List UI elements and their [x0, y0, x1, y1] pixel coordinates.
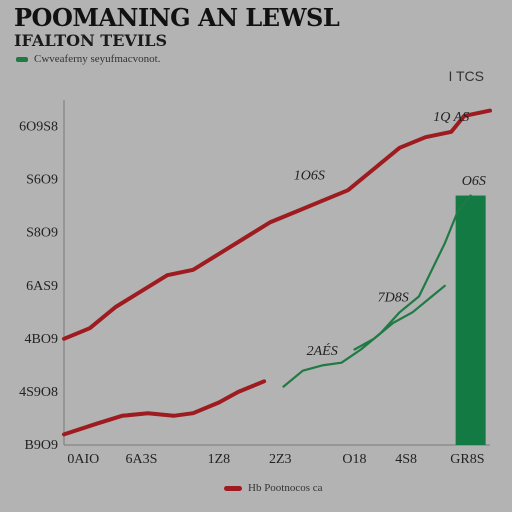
bottom-legend: Hb Pootnocos ca: [224, 482, 323, 494]
x-tick-label: 2Z3: [269, 452, 292, 467]
x-tick-label: 1Z8: [208, 452, 231, 467]
x-tick-label: 4S8: [395, 452, 417, 467]
legend-swatch-green: [16, 56, 28, 62]
x-tick-label: 6A3S: [126, 452, 158, 467]
y-tick-label: B9O9: [25, 438, 58, 453]
legend-label-bottom: Hb Pootnocos ca: [248, 482, 323, 494]
legend-swatch-red: [224, 485, 242, 491]
chart-subtitle: IFALTON TEVILS: [14, 31, 168, 50]
series-line-2: [282, 194, 472, 388]
data-label: O6S: [462, 174, 486, 189]
y-tick-label: 6O9S8: [19, 120, 58, 135]
y-tick-label: 4BO9: [25, 332, 58, 347]
y-tick-label: 6AS9: [26, 279, 58, 294]
series-line-0: [62, 108, 492, 341]
x-tick-label: 0AIO: [67, 452, 99, 467]
corner-label: I TCS: [448, 68, 484, 84]
data-label: 1O6S: [294, 169, 325, 184]
x-tick-label: O18: [342, 452, 366, 467]
data-label: 2AÉS: [307, 342, 338, 359]
data-label: 7D8S: [378, 291, 409, 306]
x-tick-label: GR8S: [450, 452, 484, 467]
top-legend: Cwveaferny seyufmacvonot.: [16, 53, 160, 65]
y-tick-label: S8O9: [26, 226, 58, 241]
chart-title: POOMANING AN LEWSL: [14, 3, 340, 32]
series-line-1: [62, 379, 267, 437]
y-tick-label: S6O9: [26, 173, 58, 188]
series-line-3: [353, 284, 446, 351]
y-tick-label: 4S9O8: [19, 385, 58, 400]
legend-label-top: Cwveaferny seyufmacvonot.: [34, 53, 161, 65]
data-label: 1Q AS: [433, 110, 469, 125]
bar: [455, 195, 486, 445]
